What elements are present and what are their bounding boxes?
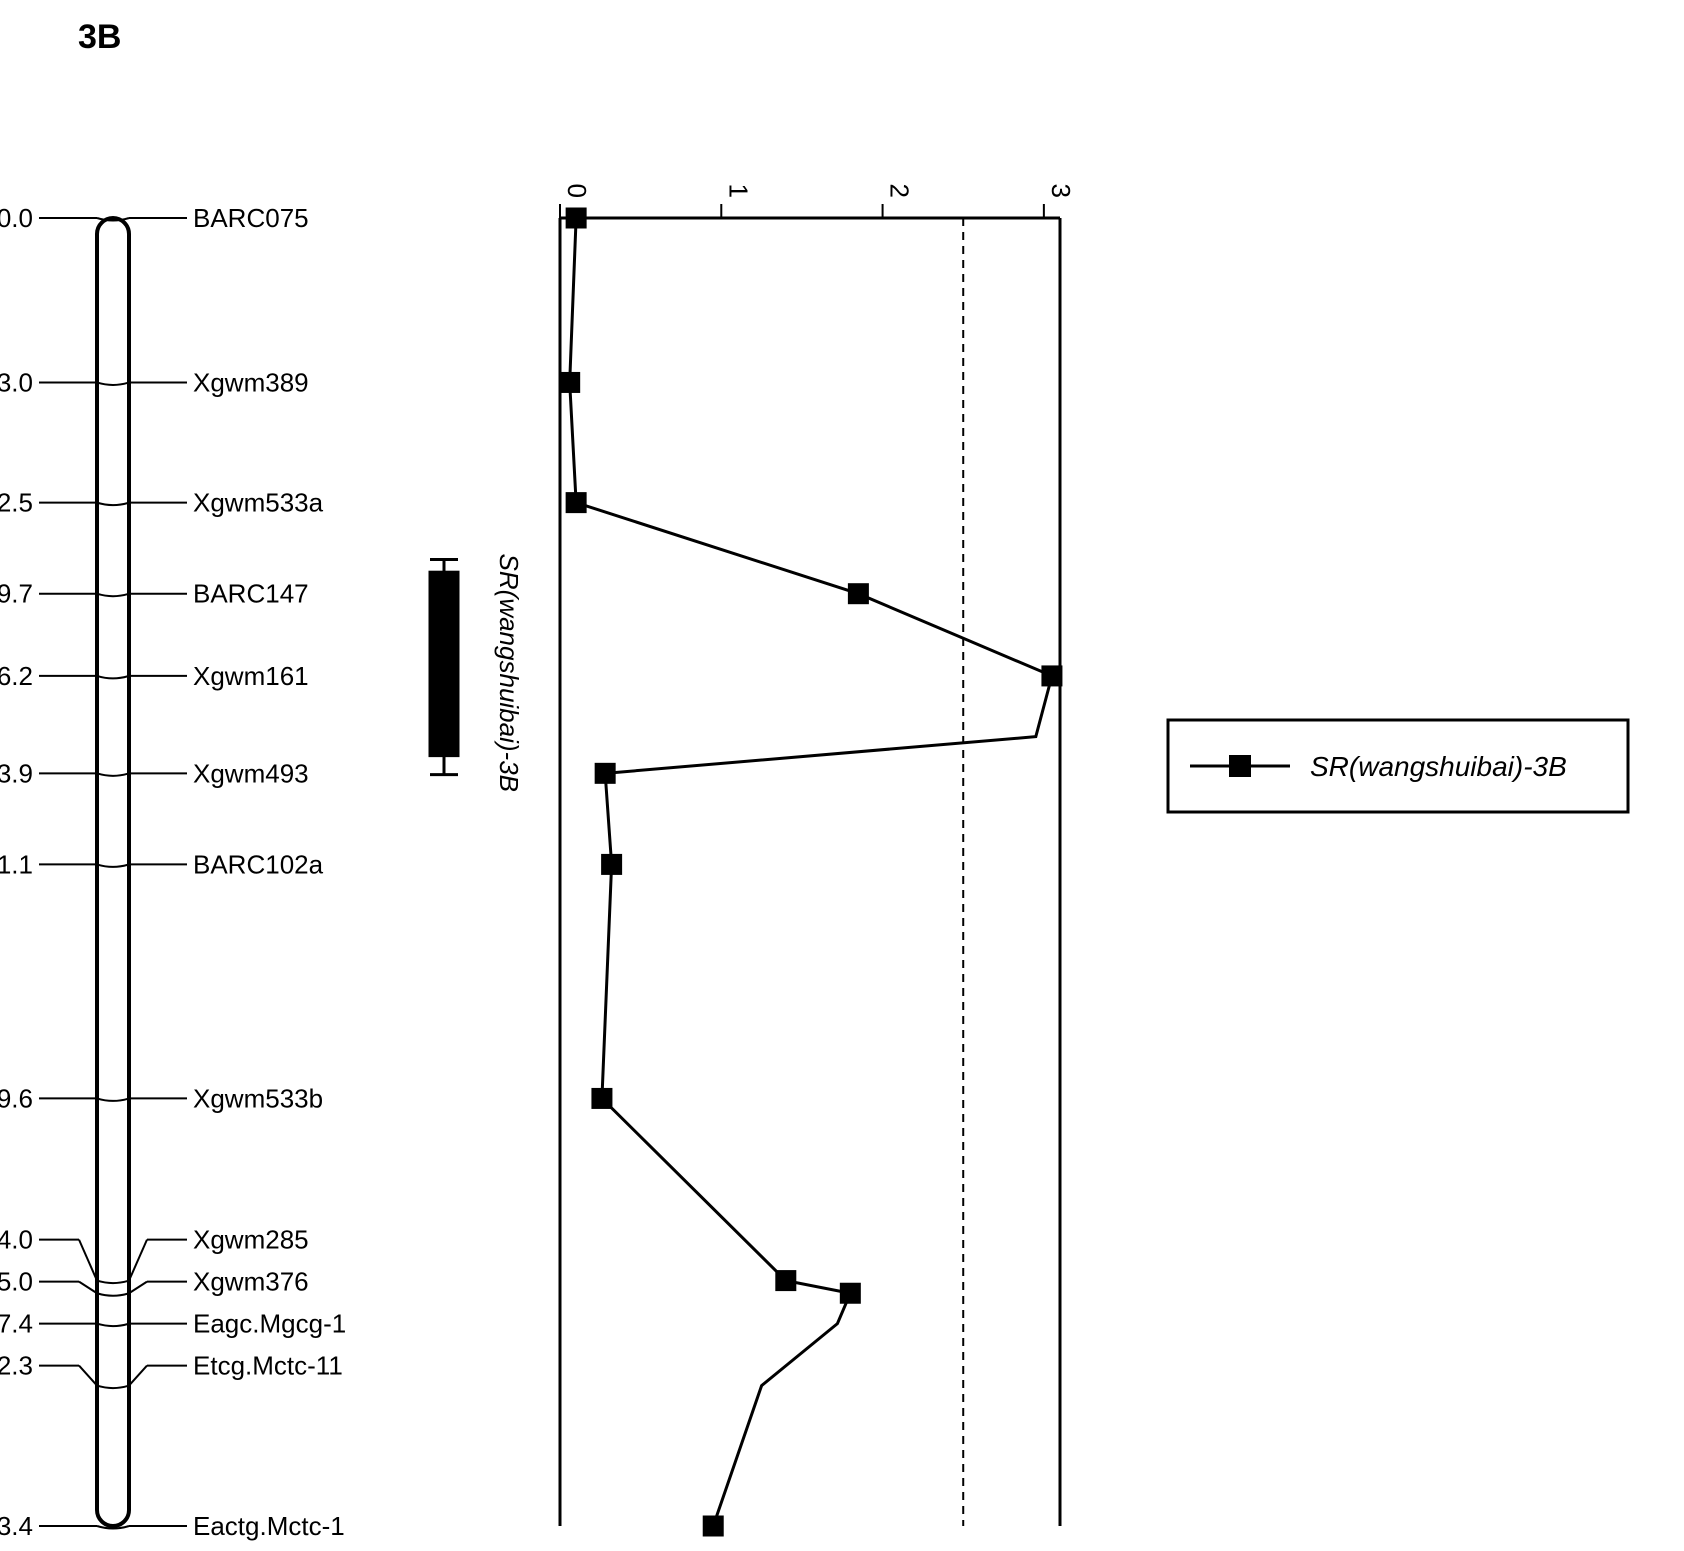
marker-name-label: BARC147 (193, 579, 309, 609)
chart-series-marker (602, 854, 622, 874)
marker-name-label: Etcg.Mctc-11 (193, 1351, 343, 1381)
marker-position-label: 43.9 (0, 758, 33, 788)
marker-connector-left (79, 1240, 97, 1281)
chart-series-marker (776, 1271, 796, 1291)
marker-name-label: Xgwm389 (193, 367, 309, 397)
chart-series-marker (595, 763, 615, 783)
chart-series-marker (566, 493, 586, 513)
marker-name-label: BARC102a (193, 849, 324, 879)
marker-connector-right (129, 1240, 147, 1281)
chart-xtick-label: 2 (885, 184, 915, 198)
chromosome-title: 3B (78, 18, 121, 57)
chart-series-marker (840, 1283, 860, 1303)
marker-name-label: Xgwm533a (193, 488, 324, 518)
marker-position-label: 92.3 (0, 1351, 33, 1381)
chart-series-marker (703, 1516, 723, 1536)
marker-position-label: 13.0 (0, 367, 33, 397)
marker-position-label: 51.1 (0, 849, 33, 879)
marker-name-label: Eactg.Mctc-1 (193, 1511, 345, 1541)
marker-name-label: Eagc.Mgcg-1 (193, 1309, 346, 1339)
chart-series-marker (560, 372, 580, 392)
marker-name-label: Xgwm376 (193, 1267, 309, 1297)
marker-name-label: BARC075 (193, 203, 309, 233)
qtl-bar (430, 572, 458, 755)
legend-sample-marker (1229, 755, 1251, 777)
marker-connector-left (79, 1282, 97, 1294)
chart-series-marker (566, 208, 586, 228)
chart-xtick-label: 0 (562, 184, 592, 198)
chromosome-body (97, 218, 129, 1526)
figure-svg: 0.0 BARC075 13.0 Xgwm389 22.5 Xgwm533a 29.7 BAR… (0, 0, 1684, 1551)
figure-root: 3B 0.0 BARC075 13.0 Xgwm389 22.5 Xgwm533a 29.7… (0, 0, 1684, 1551)
chart-series-line (570, 218, 1052, 1526)
marker-position-label: 36.2 (0, 661, 33, 691)
marker-position-label: 103.4 (0, 1511, 33, 1541)
chart-series-marker (1042, 666, 1062, 686)
marker-position-label: 84.0 (0, 1225, 33, 1255)
marker-position-label: 0.0 (0, 203, 33, 233)
legend-label: SR(wangshuibai)-3B (1310, 751, 1567, 782)
marker-position-label: 29.7 (0, 579, 33, 609)
chart-xtick-label: 1 (723, 184, 753, 198)
marker-name-label: Xgwm493 (193, 758, 309, 788)
chart-series-marker (592, 1088, 612, 1108)
marker-position-label: 22.5 (0, 488, 33, 518)
marker-position-label: 87.4 (0, 1309, 33, 1339)
marker-connector-right (129, 1282, 147, 1294)
marker-name-label: Xgwm533b (193, 1083, 323, 1113)
chart-xtick-label: 3 (1046, 184, 1076, 198)
marker-connector-left (79, 1366, 97, 1386)
chart-series-marker (848, 584, 868, 604)
marker-name-label: Xgwm285 (193, 1225, 309, 1255)
marker-position-label: 69.6 (0, 1083, 33, 1113)
marker-position-label: 85.0 (0, 1267, 33, 1297)
marker-name-label: Xgwm161 (193, 661, 309, 691)
qtl-label: SR(wangshuibai)-3B (494, 554, 524, 792)
marker-connector-right (129, 1366, 147, 1386)
